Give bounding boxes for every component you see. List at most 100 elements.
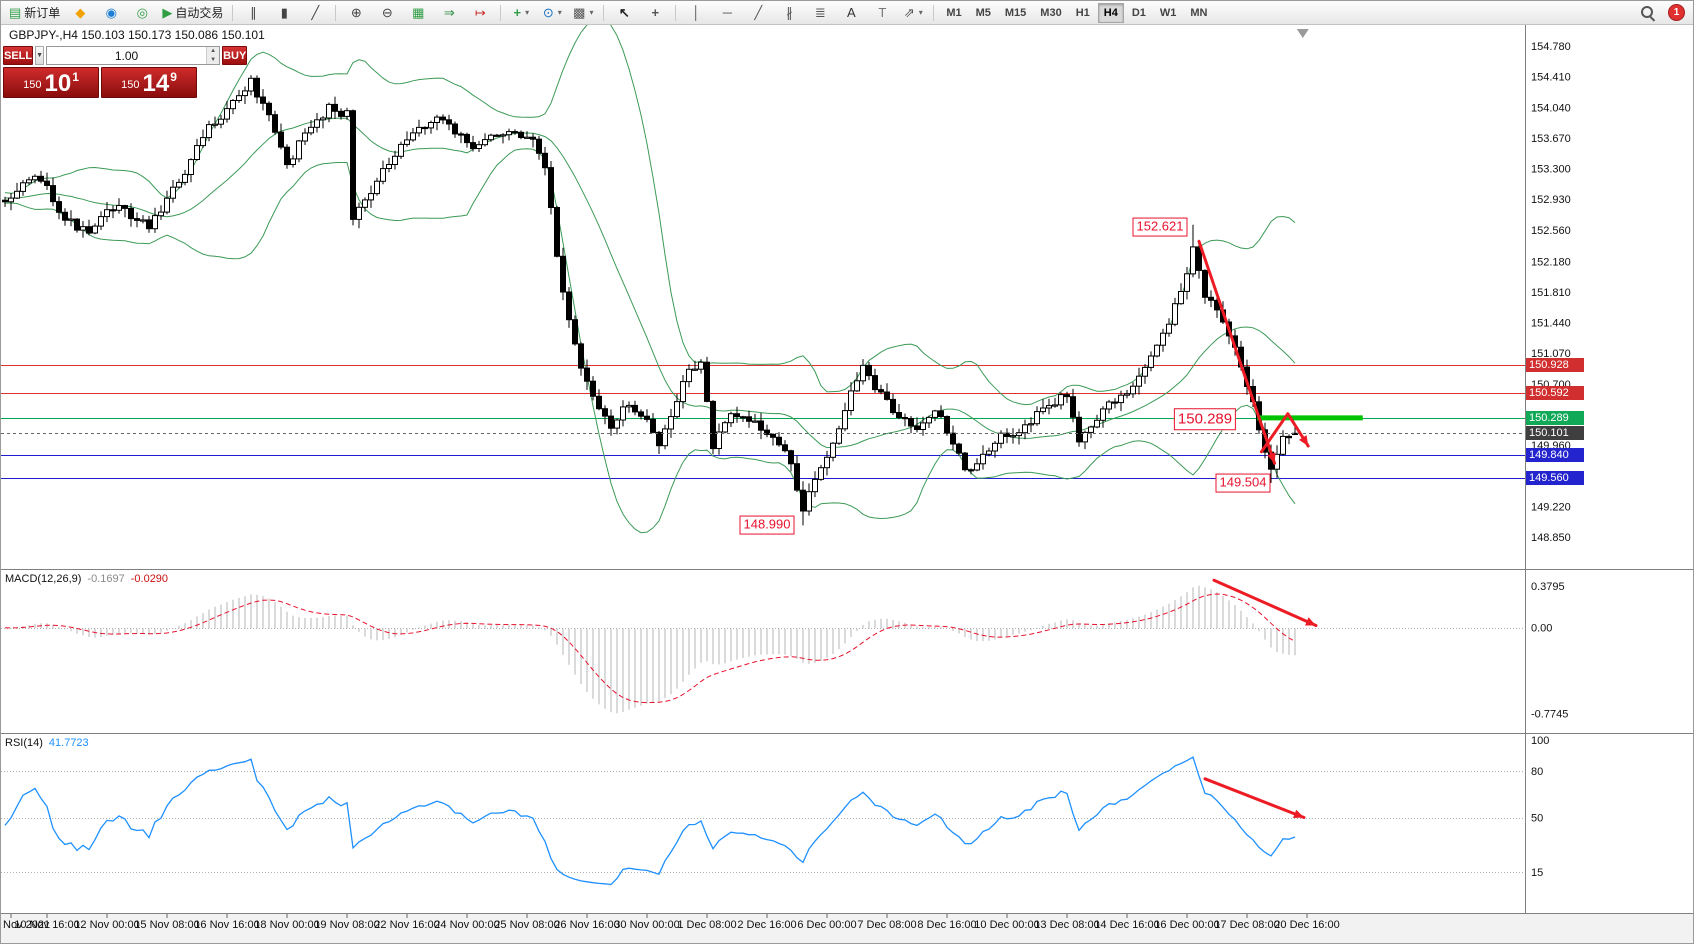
- price-scale-flag-150.928: 150.928: [1526, 358, 1584, 372]
- draw-channel-icon: ∦: [786, 5, 793, 20]
- trade-controls-row: SELL ▼ ▲ ▼ BUY: [3, 46, 248, 65]
- buy-button[interactable]: BUY: [222, 46, 248, 65]
- price-callout-148.990[interactable]: 148.990: [739, 515, 795, 535]
- toolbar-right: 1: [1632, 2, 1689, 24]
- indicators-button[interactable]: + ▾: [506, 2, 536, 24]
- market-watch-button[interactable]: ◉: [96, 2, 126, 24]
- price-callout-152.621[interactable]: 152.621: [1132, 217, 1188, 237]
- search-icon: [1640, 5, 1655, 20]
- chart-bars-button[interactable]: ∥: [238, 2, 268, 24]
- crosshair-button[interactable]: +: [640, 2, 670, 24]
- chart-bars-icon: ∥: [250, 5, 257, 20]
- price-axis[interactable]: 154.780 154.410 154.040 153.670 153.300 152.9…: [1531, 41, 1571, 544]
- trend-arrows[interactable]: [1197, 239, 1310, 465]
- periods-icon: ⊙: [542, 5, 554, 20]
- timeframe-mn-button[interactable]: MN: [1190, 6, 1208, 19]
- draw-hline-button[interactable]: ─: [712, 2, 742, 24]
- svg-text:151.070: 151.070: [1531, 348, 1571, 360]
- toolbar-separator: [500, 4, 502, 21]
- svg-text:7 Dec 08:00: 7 Dec 08:00: [857, 919, 916, 931]
- draw-arrows-icon: ⇗: [903, 5, 915, 20]
- timeframe-h4-button[interactable]: H4: [1097, 2, 1124, 23]
- spin-down-icon: ▼: [207, 55, 220, 64]
- timeframe-m5-button[interactable]: M5: [975, 6, 991, 19]
- chart-canvas[interactable]: 154.780 154.410 154.040 153.670 153.300 152.9…: [1, 25, 1694, 944]
- svg-text:Nov 2021: Nov 2021: [3, 919, 50, 931]
- chart-title: GBPJPY-,H4 150.103 150.173 150.086 150.1…: [9, 28, 265, 42]
- svg-text:151.810: 151.810: [1531, 287, 1571, 299]
- panel-separators[interactable]: [1, 25, 1694, 914]
- svg-text:10 Dec 00:00: 10 Dec 00:00: [974, 919, 1039, 931]
- bid-price-box[interactable]: 150 10 1: [3, 67, 99, 98]
- chart-line-button[interactable]: ╱: [300, 2, 330, 24]
- bid-prefix: 150: [23, 79, 42, 91]
- notification-badge[interactable]: 1: [1668, 4, 1685, 21]
- tile-windows-button[interactable]: ▦: [403, 2, 433, 24]
- indicators-caret-icon: ▾: [525, 8, 530, 17]
- chart-shift-button[interactable]: ↦: [465, 2, 495, 24]
- timeframe-m30-button[interactable]: M30: [1040, 6, 1062, 19]
- templates-button[interactable]: ▩ ▾: [568, 2, 598, 24]
- draw-trendline-icon: ╱: [754, 5, 763, 20]
- periods-caret-icon: ▾: [557, 8, 562, 17]
- draw-text-button[interactable]: A: [836, 2, 866, 24]
- periods-button[interactable]: ⊙ ▾: [537, 2, 567, 24]
- trade-options-dropdown[interactable]: ▼: [35, 46, 45, 65]
- cursor-icon: ↖: [618, 5, 630, 20]
- crosshair-icon: +: [651, 5, 660, 20]
- draw-fibonacci-icon: ≣: [814, 5, 826, 20]
- price-callout-150.289[interactable]: 150.289: [1173, 408, 1237, 430]
- cursor-button[interactable]: ↖: [609, 2, 639, 24]
- draw-arrows-caret-icon: ▾: [918, 8, 923, 17]
- panel-backgrounds: [1, 25, 1693, 943]
- draw-vline-button[interactable]: │: [681, 2, 711, 24]
- timeframe-m15-button[interactable]: M15: [1004, 6, 1027, 19]
- draw-label-button[interactable]: T: [867, 2, 897, 24]
- new-order-button[interactable]: ▤ 新订单: [5, 2, 64, 24]
- draw-trendline-button[interactable]: ╱: [743, 2, 773, 24]
- timeframe-h1-button[interactable]: H1: [1075, 6, 1090, 19]
- price-scale-flag-150.592: 150.592: [1526, 386, 1584, 400]
- rsi-line: [4, 756, 1296, 886]
- svg-text:16 Nov 16:00: 16 Nov 16:00: [194, 919, 259, 931]
- svg-text:-0.7745: -0.7745: [1531, 708, 1568, 720]
- draw-fibonacci-button[interactable]: ≣: [805, 2, 835, 24]
- auto-scroll-button[interactable]: ⇒: [434, 2, 464, 24]
- timeframe-m1-button[interactable]: M1: [946, 6, 962, 19]
- navigator-button[interactable]: ◎: [127, 2, 157, 24]
- svg-text:0.3795: 0.3795: [1531, 581, 1565, 593]
- sell-button[interactable]: SELL: [3, 46, 34, 65]
- draw-hline-icon: ─: [722, 5, 732, 20]
- draw-text-icon: A: [846, 5, 856, 20]
- main-toolbar: ▤ 新订单 ◆ ◉ ◎ ▶ 自动交易 ∥ ▮ ╱ ⊕ ⊖ ▦ ⇒ ↦ + ▾ ⊙ ▾ ▩ ▾ ↖ + │ ─ ╱ ∦ ≣ A T ⇗ ▾ M1 M…: [1, 1, 1693, 25]
- timeframe-d1-button[interactable]: D1: [1131, 6, 1146, 19]
- svg-text:15 Nov 08:00: 15 Nov 08:00: [134, 919, 199, 931]
- svg-text:19 Nov 08:00: 19 Nov 08:00: [314, 919, 379, 931]
- rsi-axis[interactable]: 100 80 50 15: [1531, 735, 1549, 879]
- macd-axis[interactable]: 0.3795 0.00 -0.7745: [1531, 581, 1568, 721]
- chart-candles-button[interactable]: ▮: [269, 2, 299, 24]
- timeframe-w1-button[interactable]: W1: [1159, 6, 1177, 19]
- draw-channel-button[interactable]: ∦: [774, 2, 804, 24]
- profiles-button[interactable]: ◆: [65, 2, 95, 24]
- svg-text:13 Dec 08:00: 13 Dec 08:00: [1034, 919, 1099, 931]
- svg-text:24 Nov 00:00: 24 Nov 00:00: [434, 919, 499, 931]
- lot-spinner[interactable]: ▲ ▼: [206, 47, 220, 64]
- ask-price-box[interactable]: 150 14 9: [101, 67, 197, 98]
- macd-histogram: [4, 585, 1296, 714]
- draw-vline-icon: │: [692, 5, 701, 20]
- spin-up-icon: ▲: [207, 47, 220, 56]
- zoom-in-icon: ⊕: [350, 5, 362, 20]
- price-callout-149.504[interactable]: 149.504: [1215, 473, 1271, 493]
- zoom-out-button[interactable]: ⊖: [372, 2, 402, 24]
- search-button[interactable]: [1632, 2, 1662, 24]
- draw-arrows-button[interactable]: ⇗ ▾: [898, 2, 928, 24]
- autotrading-button[interactable]: ▶ 自动交易: [158, 2, 227, 24]
- zoom-in-button[interactable]: ⊕: [341, 2, 371, 24]
- svg-text:154.040: 154.040: [1531, 102, 1571, 114]
- toolbar-separator: [675, 4, 677, 21]
- lot-size-input[interactable]: [47, 47, 207, 64]
- rsi-indicator-label: RSI(14) 41.7723: [5, 737, 89, 749]
- chart-shift-marker-icon[interactable]: [1296, 29, 1309, 38]
